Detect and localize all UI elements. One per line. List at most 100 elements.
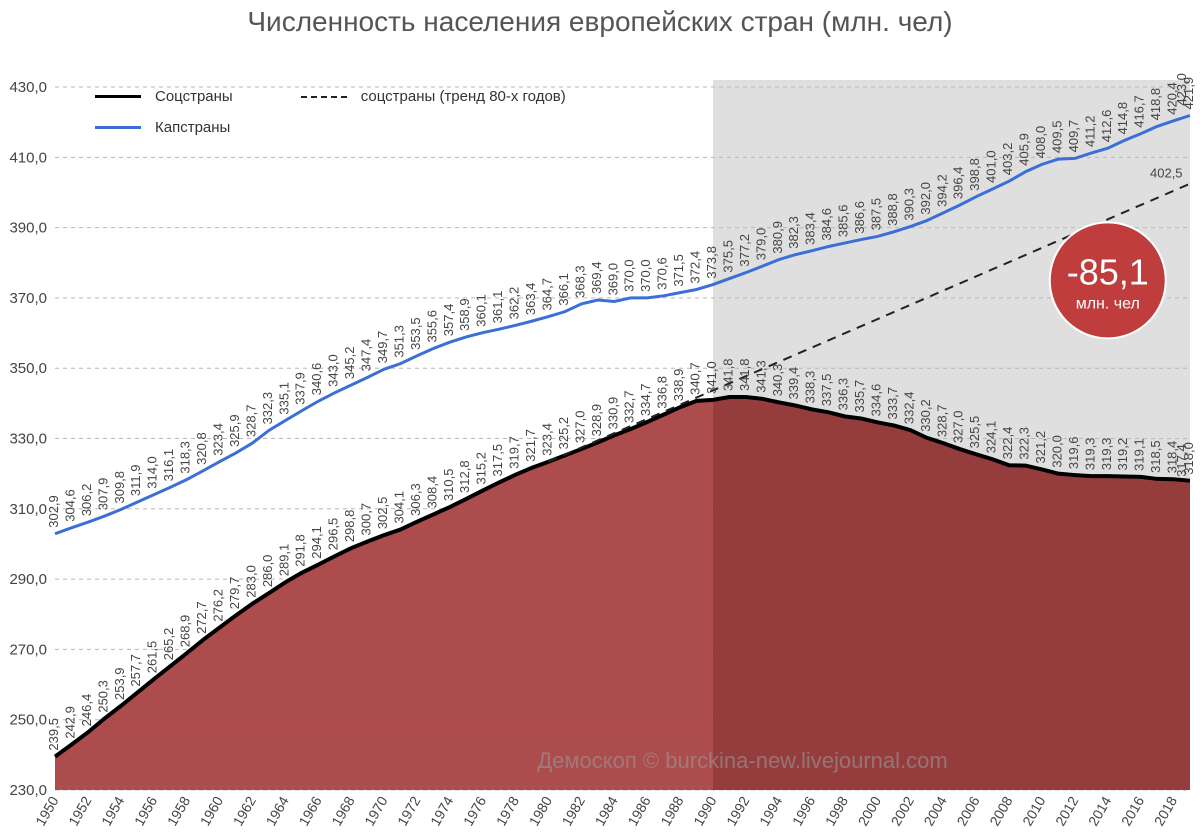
x-tick-label: 1994 bbox=[756, 793, 786, 828]
soc-value-label: 298,8 bbox=[342, 510, 357, 543]
soc-last-label: 317,4 bbox=[1174, 444, 1189, 477]
soc-value-label: 339,4 bbox=[786, 367, 801, 400]
cap-value-label: 382,3 bbox=[786, 216, 801, 249]
cap-value-label: 314,0 bbox=[145, 456, 160, 489]
cap-value-label: 403,2 bbox=[1000, 143, 1015, 176]
soc-value-label: 294,1 bbox=[309, 526, 324, 559]
soc-value-label: 319,3 bbox=[1099, 438, 1114, 471]
soc-value-label: 320,0 bbox=[1049, 435, 1064, 468]
cap-value-label: 349,7 bbox=[375, 331, 390, 364]
soc-value-label: 325,2 bbox=[556, 417, 571, 450]
soc-value-label: 246,4 bbox=[79, 694, 94, 727]
x-tick-label: 1990 bbox=[690, 793, 720, 828]
x-tick-label: 1972 bbox=[394, 793, 424, 828]
soc-value-label: 319,2 bbox=[1115, 438, 1130, 471]
x-tick-label: 1974 bbox=[427, 793, 457, 828]
x-tick-label: 1962 bbox=[230, 793, 260, 828]
chart-svg: 230,0250,0270,0290,0310,0330,0350,0370,0… bbox=[0, 0, 1200, 834]
x-tick-label: 1984 bbox=[591, 793, 621, 828]
soc-value-label: 330,2 bbox=[918, 399, 933, 432]
cap-value-label: 368,3 bbox=[572, 265, 587, 298]
x-tick-label: 1982 bbox=[559, 793, 589, 828]
x-tick-label: 1966 bbox=[295, 793, 325, 828]
soc-value-label: 322,3 bbox=[1017, 427, 1032, 460]
cap-value-label: 401,0 bbox=[984, 150, 999, 183]
soc-value-label: 341,8 bbox=[720, 358, 735, 391]
cap-value-label: 316,1 bbox=[161, 449, 176, 482]
cap-value-label: 361,1 bbox=[490, 291, 505, 324]
soc-value-label: 283,0 bbox=[243, 565, 258, 598]
cap-value-label: 388,8 bbox=[885, 193, 900, 226]
soc-value-label: 279,7 bbox=[227, 577, 242, 610]
soc-value-label: 327,0 bbox=[951, 411, 966, 444]
x-tick-label: 2008 bbox=[986, 793, 1016, 828]
soc-value-label: 332,4 bbox=[901, 392, 916, 425]
cap-value-label: 369,4 bbox=[589, 261, 604, 294]
soc-value-label: 250,3 bbox=[95, 680, 110, 713]
cap-value-label: 370,0 bbox=[622, 259, 637, 292]
cap-value-label: 387,5 bbox=[868, 198, 883, 231]
cap-value-label: 358,9 bbox=[457, 298, 472, 331]
soc-value-label: 334,6 bbox=[868, 384, 883, 417]
cap-value-label: 355,6 bbox=[424, 310, 439, 343]
soc-value-label: 340,7 bbox=[688, 362, 703, 395]
x-tick-label: 1998 bbox=[822, 793, 852, 828]
soc-value-label: 302,5 bbox=[375, 497, 390, 530]
cap-value-label: 384,6 bbox=[819, 208, 834, 241]
x-tick-label: 1986 bbox=[624, 793, 654, 828]
cap-value-label: 411,2 bbox=[1082, 116, 1097, 148]
x-tick-label: 1996 bbox=[789, 793, 819, 828]
soc-value-label: 315,2 bbox=[474, 452, 489, 485]
delta-badge-value: -85,1 bbox=[1067, 251, 1149, 292]
soc-value-label: 312,8 bbox=[457, 460, 472, 493]
cap-value-label: 412,6 bbox=[1099, 110, 1114, 143]
cap-value-label: 372,4 bbox=[688, 251, 703, 284]
cap-value-label: 405,9 bbox=[1017, 133, 1032, 166]
soc-value-label: 272,7 bbox=[194, 601, 209, 634]
x-tick-label: 1956 bbox=[131, 793, 161, 828]
cap-value-label: 332,3 bbox=[260, 392, 275, 425]
cap-value-label: 362,2 bbox=[507, 287, 522, 320]
soc-value-label: 336,3 bbox=[836, 378, 851, 411]
cap-value-label: 414,8 bbox=[1115, 102, 1130, 135]
trend-end-label: 402,5 bbox=[1150, 166, 1183, 181]
soc-value-label: 333,7 bbox=[885, 387, 900, 420]
x-tick-label: 1976 bbox=[460, 793, 490, 828]
soc-value-label: 341,8 bbox=[737, 358, 752, 391]
x-tick-label: 2018 bbox=[1151, 793, 1181, 828]
soc-value-label: 321,2 bbox=[1033, 431, 1048, 464]
soc-value-label: 338,9 bbox=[671, 369, 686, 402]
soc-value-label: 268,9 bbox=[178, 615, 193, 648]
y-tick-label: 350,0 bbox=[9, 360, 47, 377]
soc-value-label: 328,9 bbox=[589, 404, 604, 437]
y-tick-label: 250,0 bbox=[9, 712, 47, 729]
cap-value-label: 383,4 bbox=[803, 212, 818, 245]
cap-value-label: 409,7 bbox=[1066, 120, 1081, 153]
y-tick-label: 390,0 bbox=[9, 220, 47, 237]
cap-value-label: 364,7 bbox=[539, 278, 554, 311]
soc-value-label: 319,7 bbox=[507, 436, 522, 469]
cap-value-label: 363,4 bbox=[523, 283, 538, 316]
soc-value-label: 319,3 bbox=[1082, 438, 1097, 471]
cap-value-label: 304,6 bbox=[62, 489, 77, 522]
x-tick-label: 2006 bbox=[953, 793, 983, 828]
soc-value-label: 338,3 bbox=[803, 371, 818, 404]
soc-value-label: 332,7 bbox=[622, 390, 637, 423]
soc-value-label: 335,7 bbox=[852, 380, 867, 413]
cap-value-label: 337,9 bbox=[293, 372, 308, 405]
cap-value-label: 343,0 bbox=[326, 354, 341, 387]
cap-value-label: 353,5 bbox=[408, 317, 423, 350]
y-tick-label: 370,0 bbox=[9, 290, 47, 307]
cap-value-label: 392,0 bbox=[918, 182, 933, 215]
soc-value-label: 334,7 bbox=[638, 383, 653, 416]
soc-value-label: 257,7 bbox=[128, 654, 143, 687]
soc-value-label: 304,1 bbox=[391, 491, 406, 524]
cap-value-label: 306,2 bbox=[79, 484, 94, 517]
y-tick-label: 290,0 bbox=[9, 571, 47, 588]
soc-value-label: 319,6 bbox=[1066, 437, 1081, 470]
soc-value-label: 327,0 bbox=[572, 411, 587, 444]
soc-value-label: 286,0 bbox=[260, 555, 275, 588]
cap-value-label: 357,4 bbox=[441, 304, 456, 337]
cap-value-label: 328,7 bbox=[243, 405, 258, 438]
soc-value-label: 265,2 bbox=[161, 628, 176, 661]
